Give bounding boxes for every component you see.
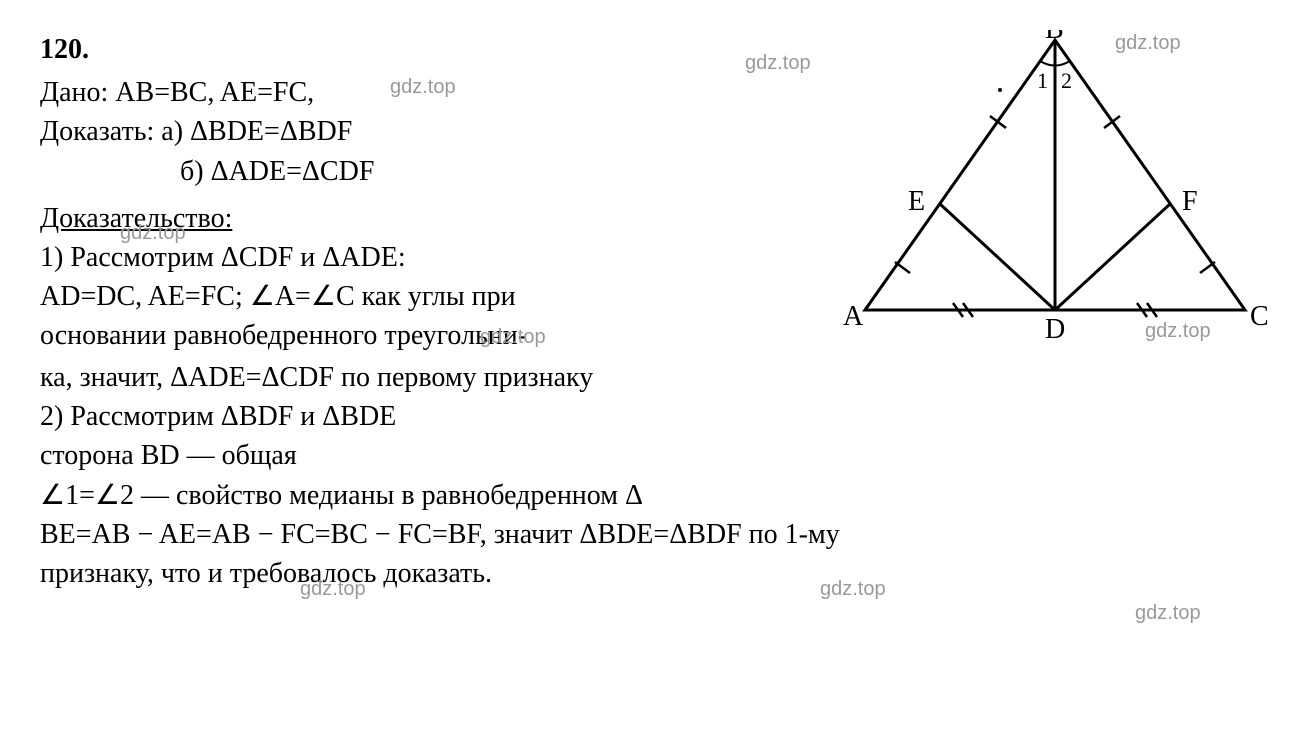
triangle-diagram: A B C D E F 1 2: [835, 30, 1275, 350]
watermark: gdz.top: [480, 326, 546, 349]
watermark: gdz.top: [390, 76, 456, 99]
watermark: gdz.top: [1135, 602, 1201, 625]
watermark: gdz.top: [1145, 320, 1211, 343]
label-F: F: [1182, 186, 1198, 217]
label-C: C: [1250, 301, 1269, 332]
step2-line2: сторона BD — общая: [40, 436, 1275, 475]
label-D: D: [1045, 314, 1065, 345]
prove-a: а) ΔBDE=ΔBDF: [161, 116, 352, 147]
diagram-column: A B C D E F 1 2: [835, 30, 1275, 358]
step1-line2: AD=DC, AE=FC; ∠A=∠C как углы при: [40, 277, 815, 316]
watermark: gdz.top: [820, 578, 886, 601]
full-width-text: ка, значит, ΔADE=ΔCDF по первому признак…: [40, 358, 1275, 593]
problem-number: 120.: [40, 30, 815, 69]
step2-line1: 2) Рассмотрим ΔBDF и ΔBDE: [40, 397, 1275, 436]
prove-label: Доказать:: [40, 116, 154, 147]
watermark: gdz.top: [745, 52, 811, 75]
given-label: Дано:: [40, 77, 108, 108]
given-text: AB=BC, AE=FC,: [115, 77, 314, 108]
step2-line4: BE=AB − AE=AB − FC=BC − FC=BF, значит ΔB…: [40, 515, 1275, 554]
step1-line3: основании равнобедренного треугольни-: [40, 316, 815, 355]
step2-line3: ∠1=∠2 — свойство медианы в равнобедренно…: [40, 476, 1275, 515]
step2-line5: признаку, что и требовалось доказать.: [40, 554, 1275, 593]
prove-line-b: б) ΔADE=ΔCDF: [40, 152, 815, 191]
label-E: E: [908, 186, 925, 217]
label-A: A: [843, 301, 864, 332]
watermark: gdz.top: [120, 222, 186, 245]
watermark: gdz.top: [300, 578, 366, 601]
label-B: B: [1045, 30, 1064, 45]
step1-line4: ка, значит, ΔADE=ΔCDF по первому признак…: [40, 358, 1275, 397]
angle-1: 1: [1037, 68, 1048, 93]
angle-2: 2: [1061, 68, 1072, 93]
watermark: gdz.top: [1115, 32, 1181, 55]
prove-line-a: Доказать: а) ΔBDE=ΔBDF: [40, 112, 815, 151]
